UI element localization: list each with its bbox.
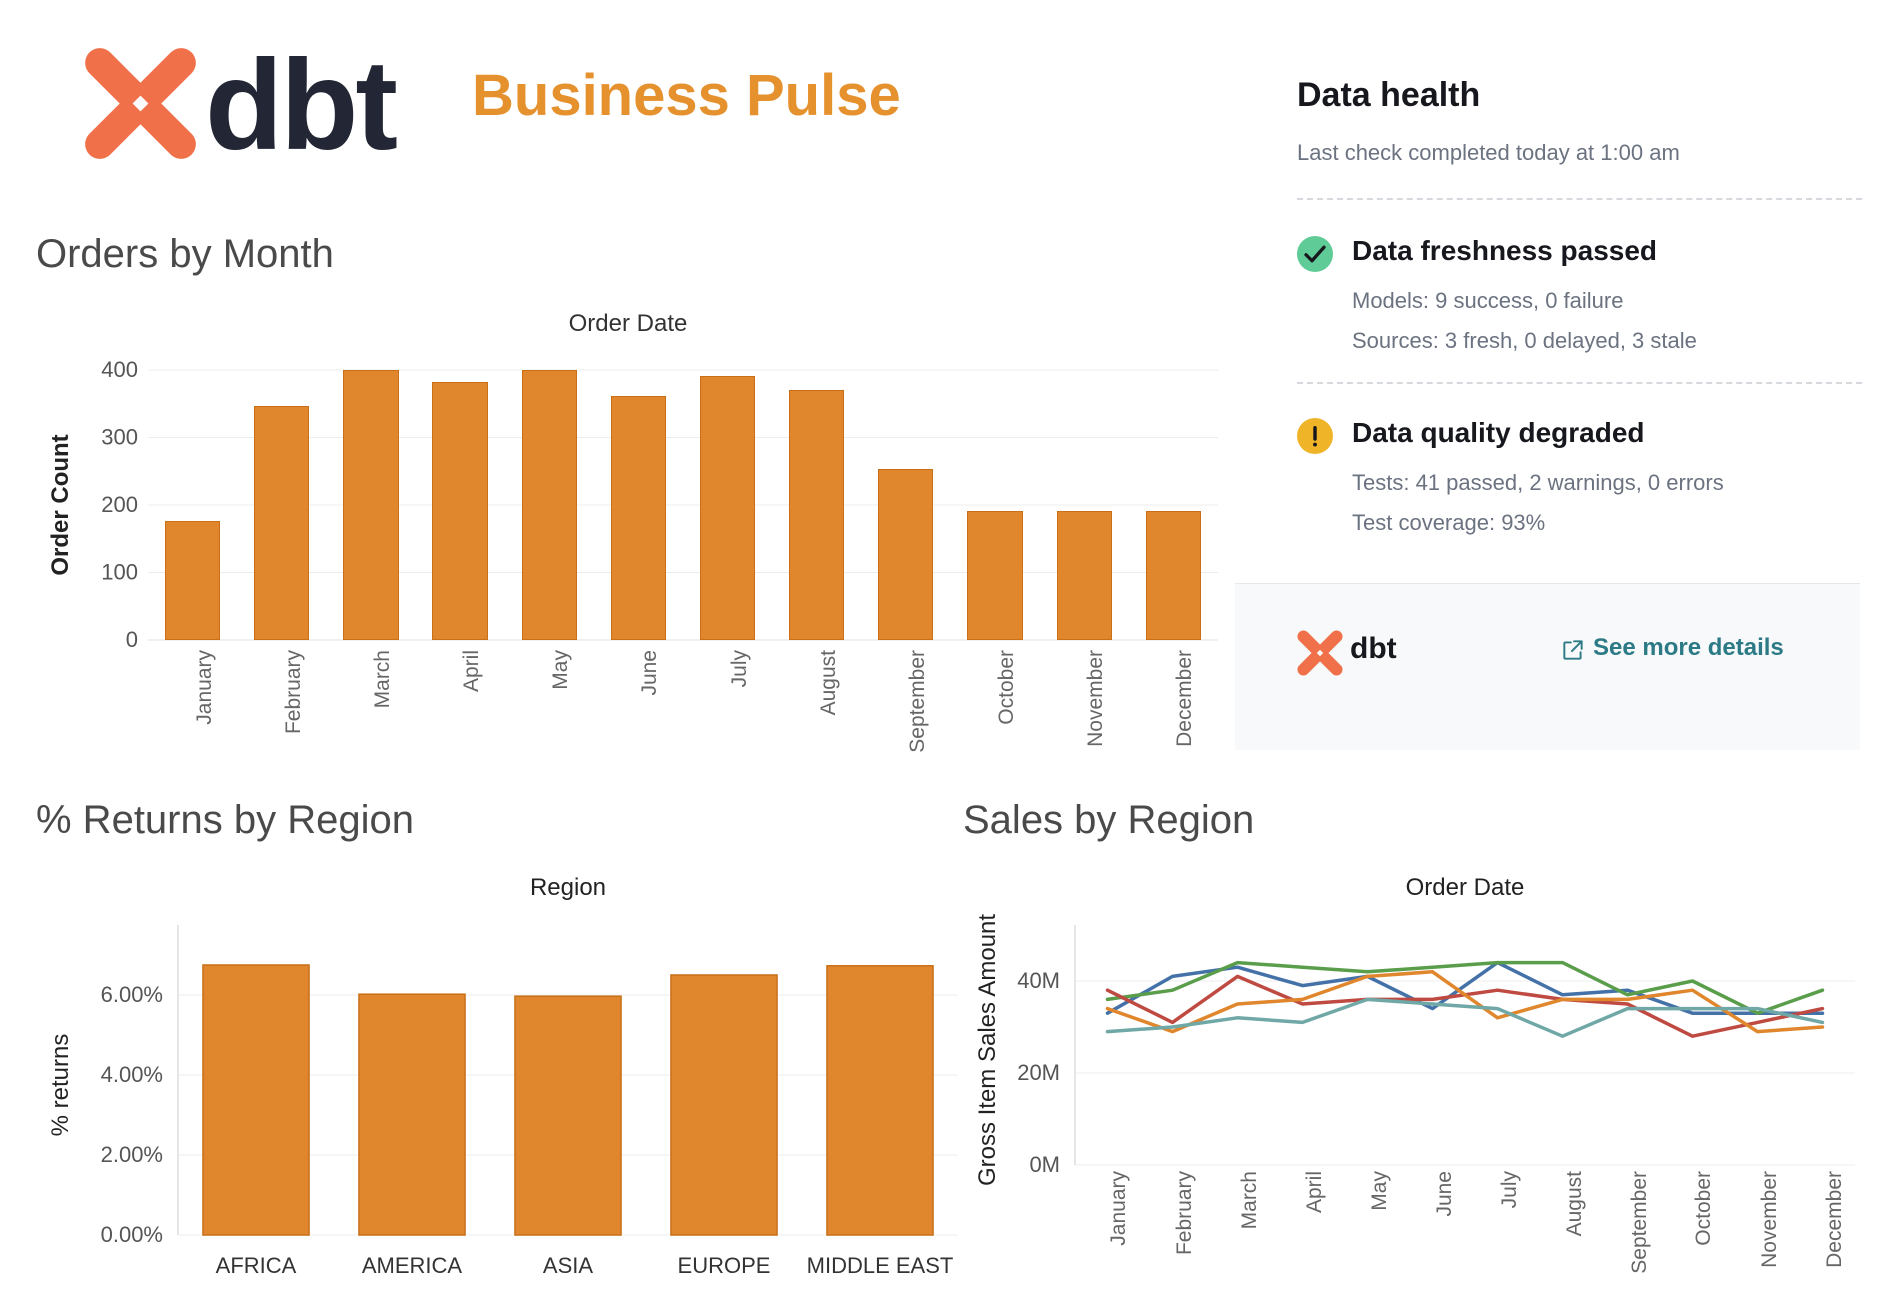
svg-text:2.00%: 2.00% bbox=[101, 1142, 163, 1167]
svg-text:% returns: % returns bbox=[47, 1034, 74, 1137]
svg-text:0M: 0M bbox=[1029, 1152, 1060, 1177]
svg-text:4.00%: 4.00% bbox=[101, 1062, 163, 1087]
svg-text:20M: 20M bbox=[1017, 1060, 1060, 1085]
svg-text:ASIA: ASIA bbox=[543, 1253, 593, 1278]
svg-text:EUROPE: EUROPE bbox=[678, 1253, 771, 1278]
svg-text:400: 400 bbox=[101, 357, 138, 382]
svg-text:200: 200 bbox=[101, 492, 138, 517]
svg-text:0: 0 bbox=[126, 627, 138, 652]
svg-text:MIDDLE EAST: MIDDLE EAST bbox=[807, 1253, 954, 1278]
svg-text:AMERICA: AMERICA bbox=[362, 1253, 463, 1278]
svg-text:100: 100 bbox=[101, 560, 138, 585]
svg-text:Order Date: Order Date bbox=[1406, 875, 1525, 901]
svg-text:40M: 40M bbox=[1017, 968, 1060, 993]
svg-text:AFRICA: AFRICA bbox=[216, 1253, 297, 1278]
svg-text:0.00%: 0.00% bbox=[101, 1222, 163, 1247]
svg-text:Order Count: Order Count bbox=[47, 434, 74, 575]
svg-text:300: 300 bbox=[101, 425, 138, 450]
svg-text:6.00%: 6.00% bbox=[101, 982, 163, 1007]
svg-text:Gross Item Sales Amount: Gross Item Sales Amount bbox=[974, 914, 1001, 1186]
svg-text:Region: Region bbox=[530, 875, 606, 901]
